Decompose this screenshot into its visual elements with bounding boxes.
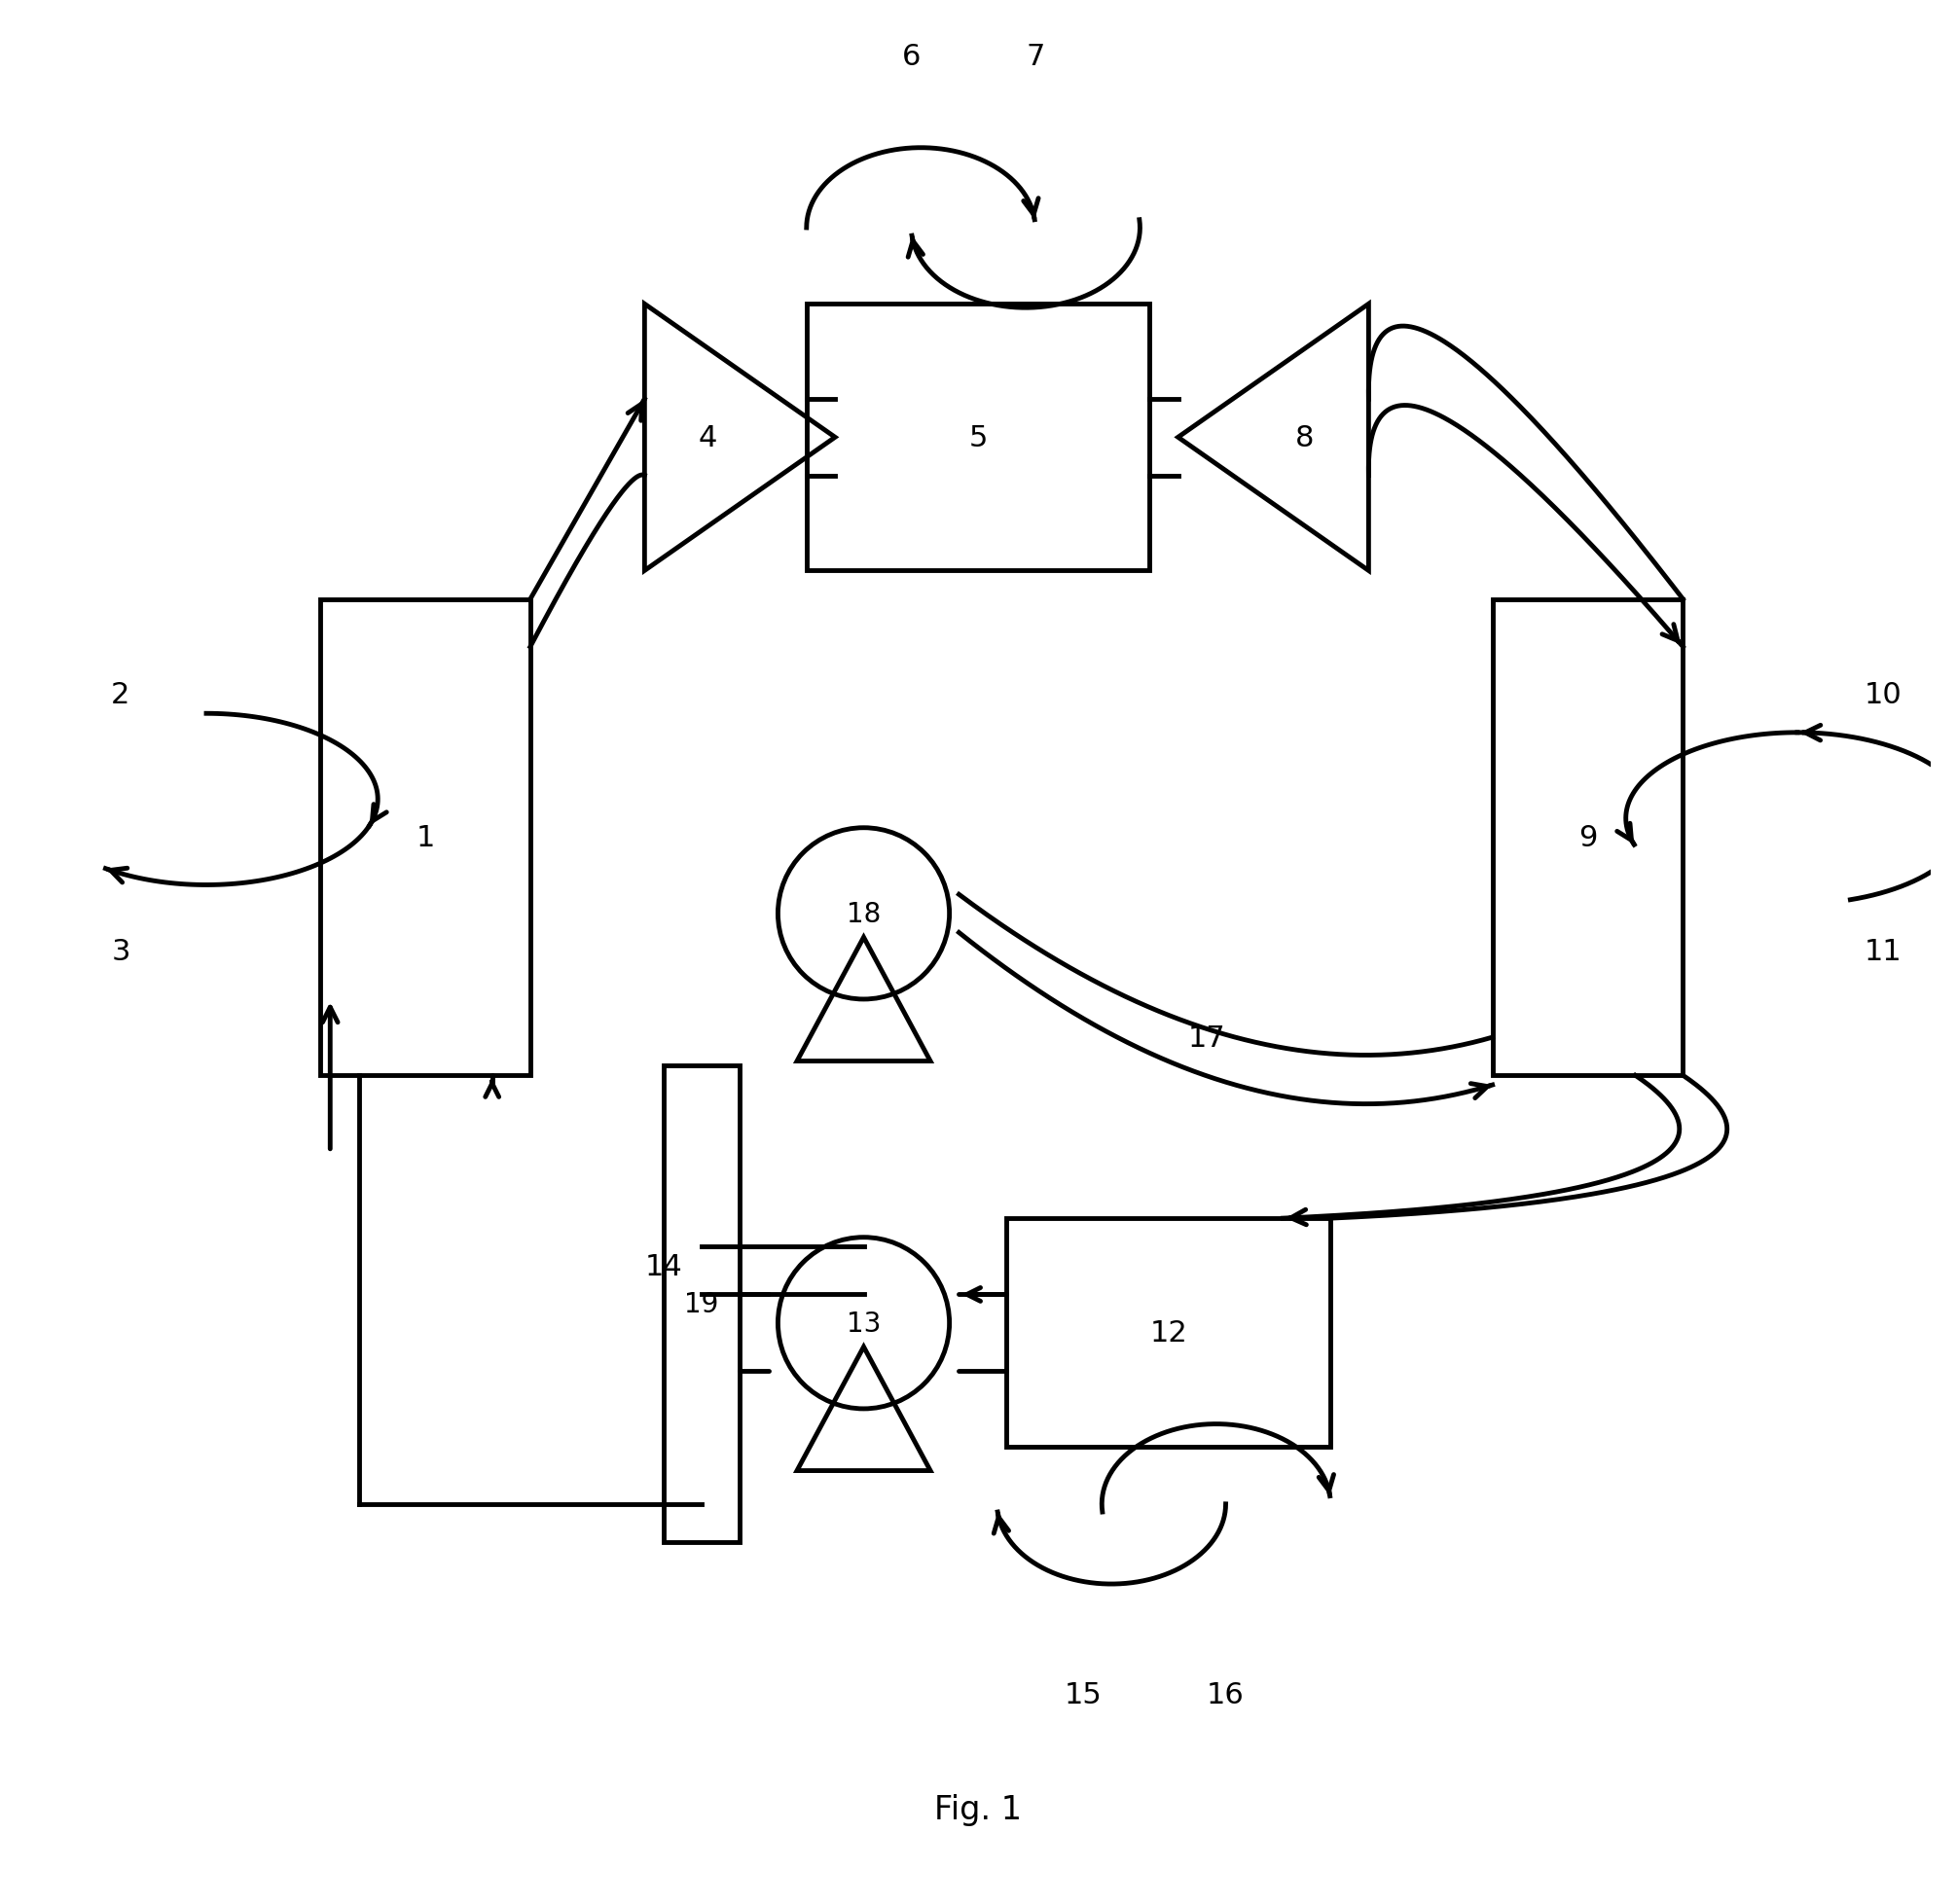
- Bar: [663, 1066, 739, 1542]
- Text: 10: 10: [1864, 682, 1901, 708]
- Text: 2: 2: [111, 682, 129, 708]
- Bar: [1492, 600, 1682, 1076]
- Text: 17: 17: [1187, 1024, 1226, 1051]
- Text: 4: 4: [698, 425, 718, 451]
- Text: 3: 3: [111, 939, 129, 965]
- Text: 16: 16: [1207, 1681, 1244, 1708]
- Text: 19: 19: [685, 1291, 720, 1318]
- Bar: [806, 305, 1150, 571]
- Bar: [1007, 1219, 1330, 1447]
- Text: 5: 5: [968, 425, 988, 451]
- Text: 15: 15: [1064, 1681, 1101, 1708]
- Text: 1: 1: [417, 824, 434, 851]
- Text: 6: 6: [902, 44, 921, 70]
- Text: Fig. 1: Fig. 1: [935, 1794, 1021, 1824]
- Text: 13: 13: [847, 1310, 880, 1337]
- Text: 12: 12: [1150, 1319, 1187, 1346]
- Text: 7: 7: [1025, 44, 1045, 70]
- Text: 11: 11: [1864, 939, 1901, 965]
- Bar: [321, 600, 530, 1076]
- Text: 8: 8: [1295, 425, 1314, 451]
- Text: 9: 9: [1578, 824, 1598, 851]
- Text: 18: 18: [847, 901, 880, 927]
- Text: 14: 14: [645, 1253, 683, 1279]
